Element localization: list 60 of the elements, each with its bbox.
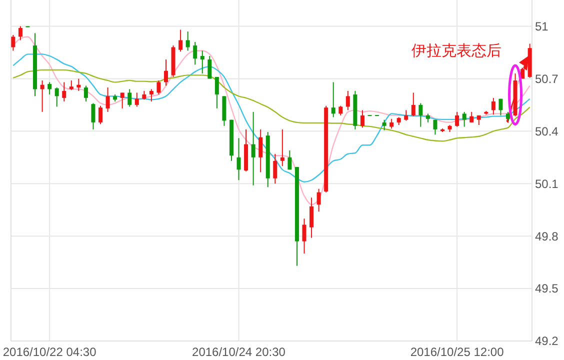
candlestick [273,153,278,184]
candlestick [98,105,102,125]
y-tick-label: 50.4 [535,124,559,138]
candlestick [236,138,241,181]
candlestick [280,128,284,167]
candlestick [433,119,438,136]
candlestick [48,82,52,95]
candlestick [470,111,474,123]
candlestick [11,34,16,52]
candlestick [310,197,314,238]
candlestick [156,80,161,95]
candlestick [193,41,198,66]
candlestick [251,111,256,186]
line-series [12,36,530,206]
candlestick [288,150,292,170]
y-tick-label: 49.8 [535,229,559,244]
candlestick [316,188,321,212]
y-tick-label: 49.5 [535,282,559,296]
candlestick [200,50,204,74]
candlestick [120,92,124,109]
candlestick [164,58,168,86]
candlestick [84,85,88,102]
candlestick [411,92,416,117]
candlestick [62,82,66,102]
candlestick [76,78,81,92]
x-tick-label: 2016/10/24 20:30 [192,345,286,359]
candlestick [390,118,394,130]
candlestick [418,102,423,128]
x-tick-label: 2016/10/25 12:00 [410,345,504,359]
candlestick [462,111,466,128]
candlestick [338,105,343,116]
candlestick [54,86,59,108]
candlestick [186,30,190,52]
candlestick [498,98,503,116]
candlestick [331,82,336,118]
candlestick [106,86,110,112]
candlestick [149,88,154,102]
candlestick [214,76,219,109]
candlestick [491,97,496,116]
y-tick-label: 50.7 [535,72,559,86]
candlestick [40,80,44,112]
candlestick [134,92,139,108]
candlestick [91,102,96,130]
annotation: 伊拉克表态后 [411,42,502,60]
y-tick-label: 50.1 [535,176,559,191]
candlestick [360,110,364,128]
candlestick [455,111,460,128]
candlestick [178,29,183,52]
candlestick [404,110,408,122]
y-tick-label: 51 [535,19,549,34]
candlestick [258,128,263,173]
x-tick-label: 2016/10/22 04:30 [2,345,97,359]
candlestick [346,90,350,111]
candlestick [18,26,22,41]
candlestick [382,119,386,131]
y-tick-label: 49.2 [535,334,559,348]
candlestick [302,218,306,254]
candlestick [128,88,132,108]
candlestick [208,55,212,80]
candlestick [69,80,74,91]
